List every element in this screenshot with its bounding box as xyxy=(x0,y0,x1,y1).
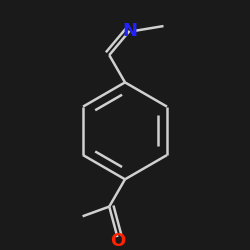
Text: O: O xyxy=(110,232,125,250)
Text: N: N xyxy=(122,22,137,40)
